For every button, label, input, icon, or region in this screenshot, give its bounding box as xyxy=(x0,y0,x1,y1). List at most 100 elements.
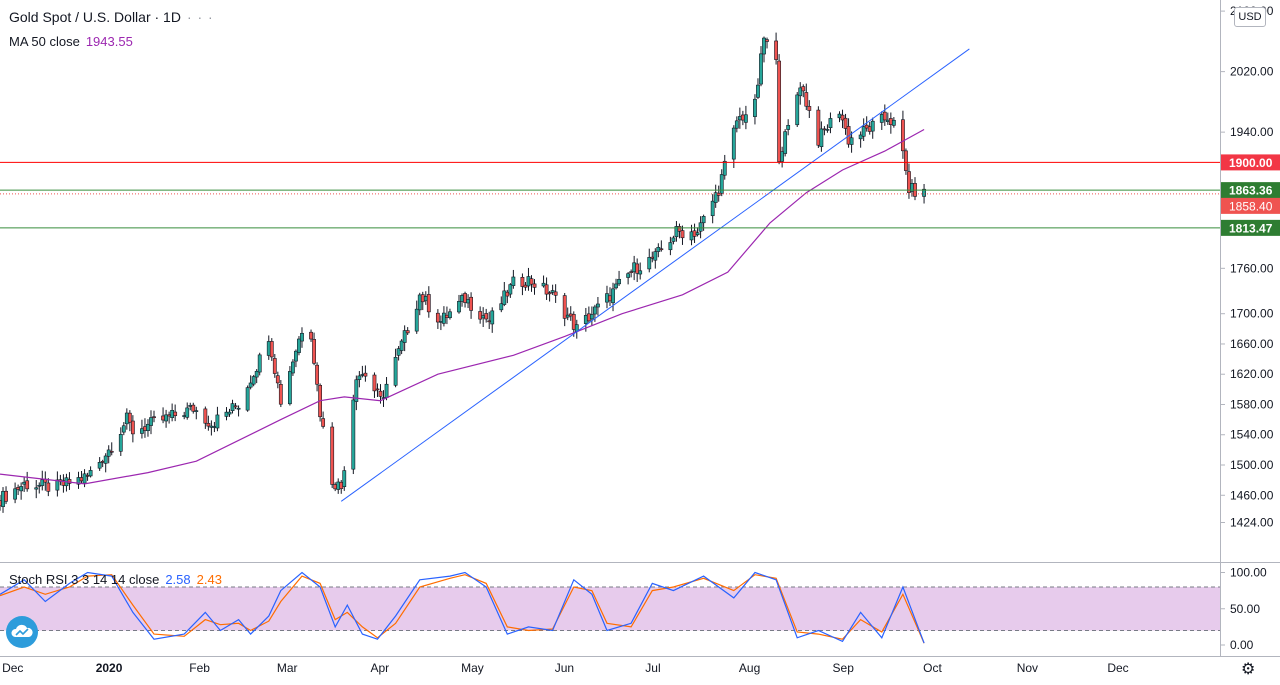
ma-label: MA 50 close xyxy=(9,34,80,49)
candle-body xyxy=(532,283,537,288)
candle-body xyxy=(330,426,335,485)
ma50-line xyxy=(0,128,925,485)
candle-body xyxy=(547,292,552,295)
candle-body xyxy=(312,339,316,364)
candle-body xyxy=(399,340,404,351)
time-tick-label: Dec xyxy=(1107,661,1128,675)
candle-body xyxy=(562,295,567,319)
price-tick-label: 1660.00 xyxy=(1230,337,1274,351)
candle-body xyxy=(804,92,809,107)
price-tick-label: 1500.00 xyxy=(1230,458,1274,472)
candle-body xyxy=(118,434,123,452)
stoch-k-value: 2.58 xyxy=(165,572,191,587)
candle-body xyxy=(363,372,368,377)
symbol-legend: Gold Spot / U.S. Dollar · 1D · · · xyxy=(9,9,214,25)
candle-body xyxy=(647,257,652,270)
time-tick-label: Nov xyxy=(1017,661,1038,675)
candle-body xyxy=(596,303,600,308)
candle-body xyxy=(653,251,658,261)
candle-body xyxy=(710,200,715,217)
candle-body xyxy=(777,60,782,162)
ma-value: 1943.55 xyxy=(85,34,133,49)
candle-body xyxy=(127,412,132,423)
price-tick-label: 1760.00 xyxy=(1230,261,1274,275)
candle-body xyxy=(414,308,419,332)
candle-body xyxy=(254,370,259,378)
candle-body xyxy=(227,411,232,415)
candle-body xyxy=(203,408,208,424)
candle-body xyxy=(701,216,706,224)
candle-body xyxy=(520,276,525,287)
candle-body xyxy=(164,414,168,422)
candle-body xyxy=(309,331,313,340)
last-price-label-bg xyxy=(1221,197,1280,214)
candle-body xyxy=(544,284,549,295)
last-price-label: 1858.40 xyxy=(1229,199,1273,213)
candle-body xyxy=(511,276,516,286)
candle-body xyxy=(82,473,87,484)
tradingview-logo-icon[interactable] xyxy=(6,616,38,648)
candle-body xyxy=(106,449,111,457)
candle-body xyxy=(762,37,766,55)
candle-body xyxy=(617,278,621,285)
candle-body xyxy=(426,294,431,313)
gear-icon[interactable]: ⚙ xyxy=(1241,661,1256,678)
candle-body xyxy=(571,314,576,330)
candle-body xyxy=(300,332,304,342)
candle-body xyxy=(269,341,274,358)
candle-body xyxy=(297,338,301,353)
stoch-label: Stoch RSI 3 3 14 14 close xyxy=(9,572,160,587)
symbol-title: Gold Spot / U.S. Dollar · 1D xyxy=(9,9,181,25)
candle-body xyxy=(215,414,220,429)
candle-body xyxy=(490,310,495,325)
stoch-tick-label: 50.00 xyxy=(1230,602,1260,616)
candle-body xyxy=(351,399,356,470)
candle-body xyxy=(795,94,800,126)
candle-body xyxy=(457,300,461,313)
candle-body xyxy=(774,40,778,60)
candle-body xyxy=(825,129,830,131)
candle-body xyxy=(858,134,863,140)
candle-body xyxy=(342,470,347,487)
trendline xyxy=(340,48,970,502)
ma-legend: MA 50 close 1943.55 xyxy=(9,34,133,49)
candle-body xyxy=(529,278,534,285)
candle-body xyxy=(191,404,196,412)
cloud-icon xyxy=(11,624,33,637)
more-dots-icon[interactable]: · · · xyxy=(186,9,214,25)
candle-body xyxy=(553,291,558,296)
currency-button[interactable]: USD xyxy=(1234,7,1266,27)
candles-group xyxy=(0,32,926,513)
candle-body xyxy=(245,387,250,411)
candle-body xyxy=(97,462,102,469)
candle-body xyxy=(357,375,362,380)
candle-body xyxy=(46,482,51,492)
candle-body xyxy=(173,411,178,417)
stoch-tick-label: 100.00 xyxy=(1230,566,1267,580)
candle-body xyxy=(550,290,555,293)
support-label-bg xyxy=(1221,219,1280,236)
candle-body xyxy=(680,230,685,239)
candle-body xyxy=(753,98,757,117)
candle-body xyxy=(807,106,812,111)
support-label: 1813.47 xyxy=(1229,221,1273,235)
candle-body xyxy=(614,283,618,289)
price-tick-label: 1620.00 xyxy=(1230,367,1274,381)
candle-body xyxy=(502,290,507,305)
price-tick-label: 2020.00 xyxy=(1230,65,1274,79)
price-tick-label: 1940.00 xyxy=(1230,125,1274,139)
candle-body xyxy=(668,242,673,251)
price-tick-label: 1424.00 xyxy=(1230,516,1274,530)
candle-body xyxy=(384,383,389,398)
candle-body xyxy=(819,128,824,148)
candle-body xyxy=(756,84,760,98)
candle-body xyxy=(593,306,597,315)
candle-body xyxy=(780,151,785,162)
candle-body xyxy=(40,479,45,486)
candle-body xyxy=(786,125,791,130)
resistance-label: 1900.00 xyxy=(1229,156,1273,170)
candle-body xyxy=(103,455,108,464)
